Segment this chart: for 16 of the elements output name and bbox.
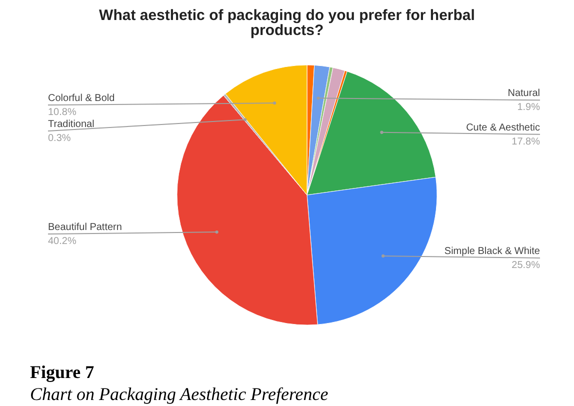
- data-label: 40.2%: [48, 236, 76, 248]
- slice-label: Beautiful Pattern: [48, 222, 122, 234]
- slice-label: Simple Black & White: [444, 246, 540, 257]
- data-label: 10.8%: [48, 107, 76, 118]
- slice-label: Traditional: [48, 119, 94, 130]
- data-label: 1.9%: [517, 102, 540, 114]
- caption: Figure 7: [30, 362, 94, 382]
- data-label: 17.8%: [512, 136, 540, 148]
- text: products?: [250, 22, 324, 39]
- data-label: 0.3%: [48, 133, 71, 144]
- text: Chart on Packaging Aesthetic Preference: [30, 384, 328, 404]
- data-label: 25.9%: [512, 260, 540, 271]
- slice-label: Natural: [508, 88, 540, 100]
- slice-label: Colorful & Bold: [48, 93, 115, 104]
- slice-label: Cute & Aesthetic: [466, 122, 540, 134]
- text: What aesthetic of packaging do you prefer for herbal: [99, 7, 475, 24]
